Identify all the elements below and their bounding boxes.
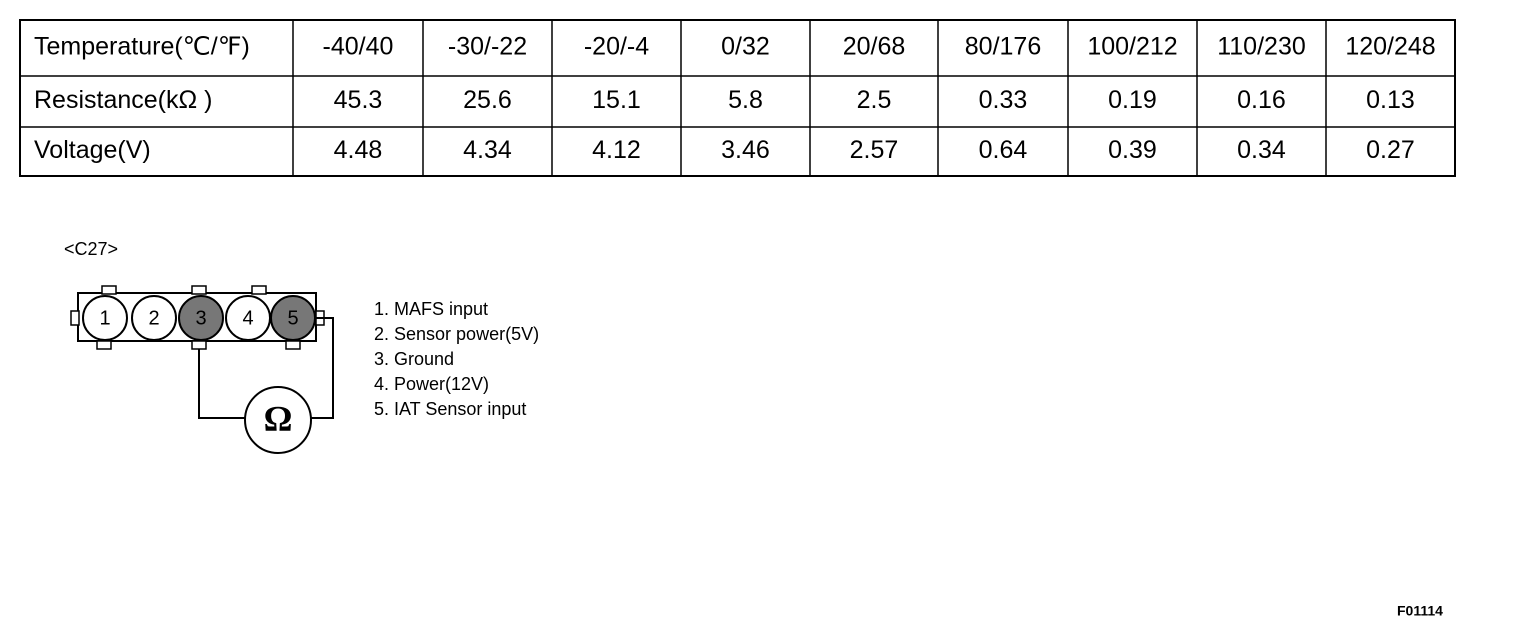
- figure-id: F01114: [1397, 603, 1443, 619]
- pin: [131, 295, 177, 341]
- ohmmeter: [244, 386, 312, 454]
- wire: [311, 317, 334, 419]
- table-cell: 4.12: [592, 136, 641, 164]
- table-cell: 120/248: [1345, 33, 1435, 61]
- pin: [270, 295, 316, 341]
- pin: [178, 295, 224, 341]
- table-cell: 0.64: [979, 136, 1028, 164]
- table-cell: -20/-4: [584, 33, 649, 61]
- connector-tab: [285, 340, 301, 350]
- legend-item: 2. Sensor power(5V): [374, 324, 539, 344]
- table-cell: 110/230: [1217, 33, 1306, 61]
- pin-number: 2: [148, 307, 159, 329]
- table-cell: 45.3: [334, 86, 383, 114]
- table-cell: 20/68: [843, 33, 906, 61]
- table-cell: 100/212: [1087, 33, 1177, 61]
- table-cell: -30/-22: [448, 33, 527, 61]
- table-cell: 0.27: [1366, 136, 1415, 164]
- table-cell: 0.16: [1237, 86, 1286, 114]
- connector-tab: [251, 285, 267, 295]
- table-cell: -40/40: [323, 33, 394, 61]
- connector-tab: [96, 340, 112, 350]
- connector-tab: [191, 285, 207, 295]
- connector-label: <C27>: [64, 239, 118, 259]
- pin: [82, 295, 128, 341]
- table-cell: 0.33: [979, 86, 1028, 114]
- table-cell: 4.34: [463, 136, 512, 164]
- table-cell: 0.39: [1108, 136, 1157, 164]
- wire: [198, 349, 245, 419]
- table-cell: 5.8: [728, 86, 763, 114]
- legend-item: 4. Power(12V): [374, 374, 489, 394]
- legend-item: 5. IAT Sensor input: [374, 399, 526, 419]
- pin-number: 1: [99, 307, 110, 329]
- table-cell: 15.1: [592, 86, 641, 114]
- connector-tab: [191, 340, 207, 350]
- table-cell: 3.46: [721, 136, 770, 164]
- row-header: Temperature(℃/℉): [34, 33, 250, 61]
- table-cell: 0.19: [1108, 86, 1157, 114]
- legend-item: 1. MAFS input: [374, 299, 488, 319]
- connector-tab: [70, 310, 80, 326]
- row-header: Resistance(kΩ ): [34, 86, 212, 114]
- row-header: Voltage(V): [34, 136, 151, 164]
- table-cell: 2.57: [850, 136, 899, 164]
- table-cell: 2.5: [857, 86, 892, 114]
- table-border: [19, 19, 1456, 177]
- legend-item: 3. Ground: [374, 349, 454, 369]
- table-cell: 0/32: [721, 33, 770, 61]
- table-cell: 80/176: [965, 33, 1041, 61]
- table-cell: 0.34: [1237, 136, 1286, 164]
- connector-tab: [101, 285, 117, 295]
- pin-number: 3: [195, 307, 206, 329]
- table-cell: 0.13: [1366, 86, 1415, 114]
- ohm-symbol: Ω: [264, 398, 293, 438]
- pin-number: 5: [287, 307, 298, 329]
- table-cell: 4.48: [334, 136, 383, 164]
- pin-number: 4: [242, 307, 253, 329]
- table-cell: 25.6: [463, 86, 512, 114]
